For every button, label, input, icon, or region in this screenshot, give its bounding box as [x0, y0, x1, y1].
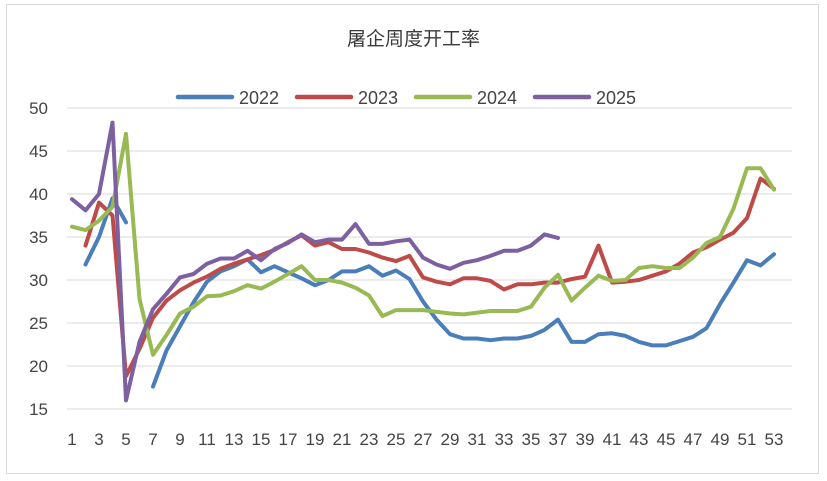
x-tick-label: 33 — [495, 430, 514, 449]
x-tick-label: 37 — [549, 430, 568, 449]
series-lines — [70, 120, 776, 403]
x-tick-label: 11 — [198, 430, 216, 449]
legend: 2022 2023 2024 2025 — [175, 88, 636, 108]
y-tick-label: 45 — [29, 142, 48, 161]
x-tick-label: 47 — [684, 430, 703, 449]
legend-label-2024: 2024 — [477, 88, 517, 108]
y-tick-label: 20 — [29, 357, 48, 376]
series-line-2022 — [83, 196, 128, 267]
x-tick-label: 49 — [711, 430, 730, 449]
x-tick-label: 41 — [603, 430, 622, 449]
series-line-2024 — [70, 131, 776, 357]
x-tick-label: 3 — [94, 430, 103, 449]
x-tick-label: 9 — [175, 430, 184, 449]
x-tick-label: 13 — [225, 430, 244, 449]
series-line-2022 — [151, 252, 776, 389]
x-tick-label: 39 — [576, 430, 595, 449]
x-axis-ticks: 1 3 5 7 9 11 13 15 17 19 21 23 25 27 29 31 33 35 37 39 41 43 4… — [67, 430, 783, 449]
x-tick-label: 53 — [765, 430, 784, 449]
chart-frame — [6, 4, 819, 474]
x-tick-label: 7 — [148, 430, 157, 449]
series-line-2025 — [70, 120, 560, 403]
x-tick-label: 43 — [630, 430, 649, 449]
x-tick-label: 51 — [738, 430, 757, 449]
y-tick-label: 15 — [29, 400, 48, 419]
y-tick-label: 30 — [29, 271, 48, 290]
chart-title: 屠企周度开工率 — [346, 28, 480, 50]
y-axis-ticks: 15 20 25 30 35 40 45 50 — [29, 99, 48, 419]
gridlines — [67, 107, 792, 410]
y-tick-label: 40 — [29, 185, 48, 204]
legend-label-2025: 2025 — [596, 88, 636, 108]
x-tick-label: 19 — [306, 430, 325, 449]
y-tick-label: 50 — [29, 99, 48, 118]
x-tick-label: 27 — [414, 430, 433, 449]
x-tick-label: 21 — [333, 430, 352, 449]
x-tick-label: 5 — [121, 430, 130, 449]
legend-label-2023: 2023 — [358, 88, 398, 108]
x-tick-label: 25 — [387, 430, 406, 449]
x-tick-label: 29 — [441, 430, 460, 449]
x-tick-label: 15 — [252, 430, 271, 449]
x-tick-label: 23 — [360, 430, 379, 449]
y-tick-label: 25 — [29, 314, 48, 333]
x-tick-label: 35 — [522, 430, 541, 449]
x-tick-label: 1 — [67, 430, 76, 449]
series-line-2023 — [83, 176, 776, 379]
x-tick-label: 17 — [279, 430, 298, 449]
x-tick-label: 45 — [657, 430, 676, 449]
legend-label-2022: 2022 — [239, 88, 279, 108]
y-tick-label: 35 — [29, 228, 48, 247]
x-tick-label: 31 — [468, 430, 487, 449]
